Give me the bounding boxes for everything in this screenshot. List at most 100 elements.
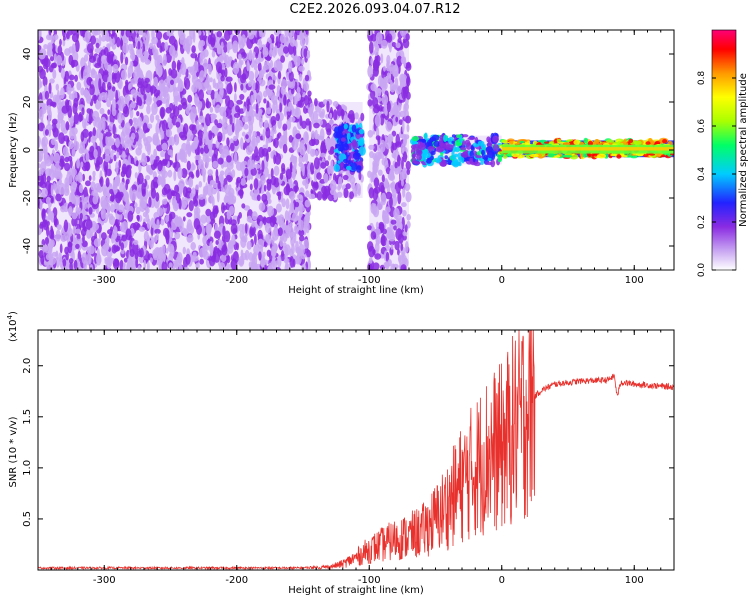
spectrogram-cell (134, 172, 138, 179)
spectrogram-cell (202, 235, 208, 245)
spectrogram-cell (68, 206, 73, 217)
spectrogram-cell (366, 225, 372, 231)
spectrogram-cell (231, 122, 235, 133)
spectrogram-cell (143, 50, 149, 57)
spectrogram-cell (174, 184, 180, 194)
spectrogram-cell (164, 41, 169, 51)
spectrogram-cell (207, 34, 213, 45)
spectrogram-cell (38, 150, 44, 161)
spectrogram-cell (280, 55, 285, 63)
spectrogram-cell (630, 155, 638, 159)
spectrogram-cell (268, 84, 276, 90)
spectrogram-cell (469, 150, 474, 158)
spectrogram-cell (141, 188, 146, 197)
spectrogram-cell (183, 38, 189, 44)
spectrogram-cell (259, 221, 263, 228)
spectrogram-cell (42, 76, 48, 87)
spectrogram-cell (199, 40, 206, 47)
spectrogram-cell (50, 153, 54, 164)
spectrogram-cell (382, 228, 387, 235)
spectrogram-cell (111, 86, 116, 92)
snr-y-tick-label: 1.5 (22, 409, 33, 425)
spectrogram-cell (135, 160, 139, 167)
spectrogram-cell (486, 150, 495, 159)
spectrogram-cell (376, 44, 380, 52)
spectrogram-cell (92, 170, 96, 178)
spectrogram-cell (50, 240, 54, 249)
spectrogram-cell (332, 109, 338, 121)
spectrogram-cell (648, 153, 656, 156)
spectrogram-cell (203, 58, 208, 71)
spectrogram-cell (38, 189, 42, 196)
spectrogram-cell (161, 175, 165, 185)
spectrogram-cell (43, 44, 48, 50)
spectrogram-cell (68, 140, 74, 150)
spectrogram-cell (205, 208, 212, 217)
spectrogram-cell (279, 141, 283, 148)
spectrogram-cell (65, 121, 70, 131)
spectrogram-cell (354, 183, 361, 195)
spectrogram-cell (254, 146, 259, 158)
spectrogram-cell (225, 61, 231, 68)
spectrogram-cell (391, 41, 397, 48)
spectrogram-cell (137, 77, 144, 86)
spectrogram-cell (68, 258, 74, 264)
spectrogram-cell (219, 89, 224, 99)
spectrogram-cell (146, 30, 150, 44)
spectrogram-cell (161, 198, 168, 205)
spectrogram-cell (170, 68, 178, 79)
spectrogram-cell (424, 132, 428, 141)
spectrogram-cell (102, 154, 106, 160)
spectrogram-cell (273, 165, 280, 176)
spectrogram-cell (124, 122, 131, 130)
snr-scale-label: (x104) (6, 311, 19, 342)
spectrogram-cell (451, 140, 455, 144)
spectrogram-cell (193, 60, 199, 73)
spectrogram-cell (275, 215, 282, 224)
spectrogram-cell (149, 257, 153, 263)
spectrogram-cell (349, 191, 354, 200)
spectrogram-cell (370, 34, 377, 42)
spectrogram-cell (48, 211, 55, 220)
colorbar-tick-label: 0.2 (697, 215, 707, 229)
spectrogram-cell (89, 227, 97, 233)
spectrogram-cell (237, 53, 242, 61)
spectrogram-cell (358, 146, 366, 156)
spectrogram-cell (80, 131, 85, 142)
spectrogram-cell (174, 199, 178, 206)
spectrogram-cell (217, 157, 224, 165)
spectrogram-cell (198, 161, 205, 170)
spectrogram-cell (154, 228, 161, 234)
spectrogram-cell (125, 147, 130, 156)
spectrogram-cell (93, 30, 101, 36)
spectrogram-cell (177, 79, 184, 92)
spectrogram-cell (213, 247, 216, 258)
spectrogram-cell (88, 245, 95, 255)
spectrogram-cell (258, 251, 262, 261)
spectrogram-cell (281, 198, 286, 208)
spectrogram-cell (120, 30, 125, 37)
spectrogram-cell (270, 43, 274, 49)
spectrogram-cell (303, 95, 310, 106)
spectrogram-cell (265, 127, 271, 139)
spectrogram-cell (492, 135, 499, 143)
spectrogram-cell (114, 137, 120, 148)
spectrogram-cell (52, 69, 57, 79)
spectrogram-cell (142, 132, 146, 142)
spectrogram-cell (299, 37, 306, 47)
spectrogram-cell (298, 65, 305, 72)
spectrogram-cell (298, 73, 303, 82)
spectrogram-cell (166, 93, 170, 103)
spectrogram-cell (169, 211, 176, 220)
spectrogram-cell (284, 250, 288, 262)
spectrogram-cell (43, 221, 49, 231)
spectrogram-cell (270, 115, 277, 126)
spectrogram-cell (277, 61, 282, 68)
spectrogram-cell (450, 155, 457, 160)
spectrogram-cell (241, 34, 247, 47)
spectrogram-cell (343, 123, 348, 130)
spectrogram-cell (160, 131, 165, 140)
spectrogram-cell (205, 223, 212, 235)
spectrogram-cell (172, 162, 177, 169)
spectrogram-cell (122, 105, 130, 118)
